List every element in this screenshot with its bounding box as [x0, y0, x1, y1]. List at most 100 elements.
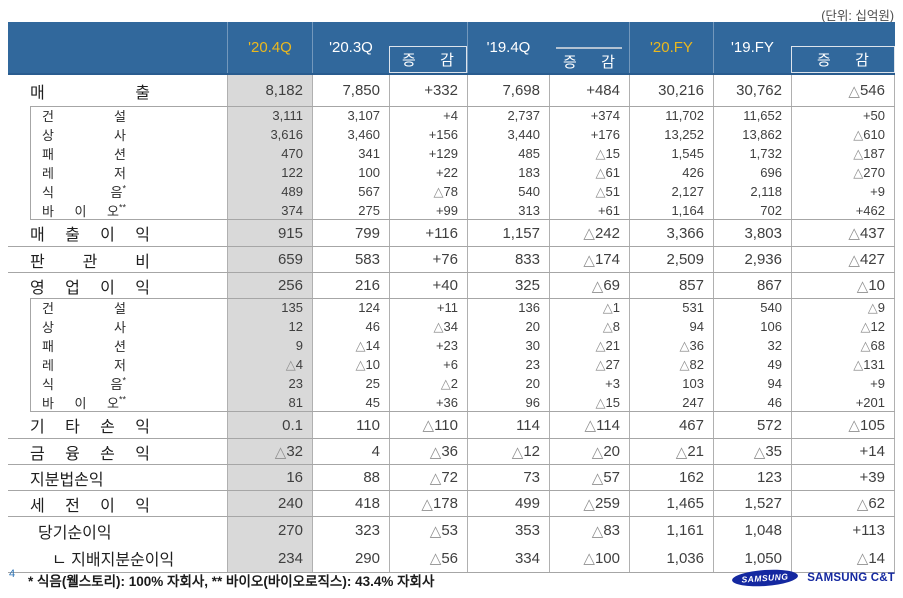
table-row: 금 융 손 익 △ 32 4 △ 36 △ 12 △ 20 △ 21 △ 35 +14: [8, 438, 895, 464]
cell-chg-fy: △ 68: [791, 336, 895, 355]
cell-chg-fy: +201: [791, 393, 895, 412]
cell-chg-qoq: △ 2: [389, 374, 467, 393]
samsung-ct-wordmark: SAMSUNG C&T: [807, 572, 895, 584]
chg-line: 증 감: [556, 47, 622, 73]
row-label: 판 관 비: [30, 253, 150, 271]
cell-20-fy: 162: [629, 465, 713, 490]
cell-chg-yoy: △ 15: [549, 144, 629, 163]
cell-chg-qoq: △ 110: [389, 412, 467, 438]
cell-20-3q: 7,850: [312, 75, 389, 106]
cell-20-4q: 270: [227, 517, 312, 544]
table-row: 당기순이익 270 323 △ 53 353 △ 83 1,161 1,048 +1…: [8, 516, 895, 544]
cell-20-fy: 13,252: [629, 125, 713, 144]
cell-19-fy: 867: [713, 273, 791, 298]
row-label: 기 타 손 익: [30, 419, 150, 436]
subgroup: 건 설 3,111 3,107 +4 2,737 +374 11,702 11,…: [8, 106, 895, 220]
cell-chg-fy: +39: [791, 465, 895, 490]
cell-19-4q: 313: [467, 201, 549, 220]
cell-20-4q: 81: [227, 393, 312, 412]
cell-19-fy: 1,048: [713, 517, 791, 544]
row-label: 당기순이익: [38, 524, 112, 542]
table-row: 패 션 9 △ 14 +23 30 △ 21 △ 36 32 △ 68: [8, 336, 895, 355]
cell-20-4q: 3,616: [227, 125, 312, 144]
cell-chg-yoy: △ 1: [549, 298, 629, 317]
cell-chg-fy: +50: [791, 106, 895, 125]
col-header-chg-qoq: 증 감: [389, 22, 467, 73]
table-row: 바 이 오** 81 45 +36 96 △ 15 247 46 +201: [8, 393, 895, 412]
cell-19-fy: 1,527: [713, 491, 791, 516]
cell-chg-fy: △ 62: [791, 491, 895, 516]
cell-20-fy: 94: [629, 317, 713, 336]
cell-19-fy: 1,732: [713, 144, 791, 163]
cell-chg-qoq: +23: [389, 336, 467, 355]
col-header-19-4q: '19.4Q: [467, 22, 549, 73]
cell-chg-fy: △ 105: [791, 412, 895, 438]
cell-20-3q: 290: [312, 544, 389, 572]
row-label: 패 션: [42, 147, 126, 162]
footnote: * 식음(웰스토리): 100% 자회사, ** 바이오(바이오로직스): 43…: [28, 574, 435, 589]
page-number: 4: [9, 568, 16, 580]
table-row: 건 설 3,111 3,107 +4 2,737 +374 11,702 11,…: [8, 106, 895, 125]
samsung-logo: SAMSUNG SAMSUNG C&T: [731, 567, 895, 589]
row-label: 지분법손익: [30, 471, 104, 489]
cell-chg-yoy: △ 114: [549, 412, 629, 438]
row-label: 건 설: [42, 109, 126, 124]
cell-chg-fy: △ 546: [791, 75, 895, 106]
cell-20-3q: 3,107: [312, 106, 389, 125]
cell-19-fy: 106: [713, 317, 791, 336]
cell-20-4q: 3,111: [227, 106, 312, 125]
cell-20-4q: 12: [227, 317, 312, 336]
cell-19-4q: 114: [467, 412, 549, 438]
cell-20-4q: 122: [227, 163, 312, 182]
cell-20-fy: △ 36: [629, 336, 713, 355]
col-header-chg-yoy: 증 감: [549, 22, 629, 73]
cell-chg-yoy: +484: [549, 75, 629, 106]
cell-19-4q: 833: [467, 247, 549, 272]
row-label: 매 출: [30, 84, 150, 102]
row-label: 식 음*: [42, 183, 126, 200]
cell-chg-fy: △ 187: [791, 144, 895, 163]
row-label: 상 사: [42, 128, 126, 143]
cell-chg-yoy: △ 27: [549, 355, 629, 374]
cell-chg-fy: +462: [791, 201, 895, 220]
cell-20-3q: 100: [312, 163, 389, 182]
cell-19-fy: 702: [713, 201, 791, 220]
cell-20-4q: 659: [227, 247, 312, 272]
cell-chg-yoy: +3: [549, 374, 629, 393]
cell-chg-fy: +14: [791, 439, 895, 464]
cell-19-4q: 540: [467, 182, 549, 201]
cell-19-fy: 1,050: [713, 544, 791, 572]
cell-20-fy: 30,216: [629, 75, 713, 106]
cell-20-fy: 3,366: [629, 220, 713, 246]
cell-chg-fy: +9: [791, 374, 895, 393]
cell-19-4q: 20: [467, 317, 549, 336]
table-row: 레 저 122 100 +22 183 △ 61 426 696 △ 270: [8, 163, 895, 182]
cell-20-3q: △ 10: [312, 355, 389, 374]
cell-chg-yoy: △ 51: [549, 182, 629, 201]
cell-20-3q: 3,460: [312, 125, 389, 144]
cell-20-fy: △ 21: [629, 439, 713, 464]
samsung-logo-oval: SAMSUNG: [731, 567, 799, 589]
cell-20-fy: 467: [629, 412, 713, 438]
table-row: 식 음* 489 567 △ 78 540 △ 51 2,127 2,118 +9: [8, 182, 895, 201]
cell-chg-fy: △ 427: [791, 247, 895, 272]
col-header-20-4q: '20.4Q: [227, 22, 312, 73]
cell-chg-fy: △ 131: [791, 355, 895, 374]
cell-chg-fy: +9: [791, 182, 895, 201]
cell-chg-qoq: +40: [389, 273, 467, 298]
cell-19-4q: 96: [467, 393, 549, 412]
table-row: 상 사 12 46 △ 34 20 △ 8 94 106 △ 12: [8, 317, 895, 336]
cell-chg-yoy: +176: [549, 125, 629, 144]
cell-20-fy: 1,164: [629, 201, 713, 220]
cell-19-fy: 2,118: [713, 182, 791, 201]
row-label: 레 저: [42, 166, 126, 181]
cell-chg-yoy: △ 83: [549, 517, 629, 544]
cell-chg-qoq: +4: [389, 106, 467, 125]
table-row: 건 설 135 124 +11 136 △ 1 531 540 △ 9: [8, 298, 895, 317]
cell-19-4q: 136: [467, 298, 549, 317]
table-row: 식 음* 23 25 △ 2 20 +3 103 94 +9: [8, 374, 895, 393]
row-label: 패 션: [42, 339, 126, 354]
table-row: 레 저 △ 4 △ 10 +6 23 △ 27 △ 82 49 △ 131: [8, 355, 895, 374]
row-label: 바 이 오**: [42, 202, 126, 219]
